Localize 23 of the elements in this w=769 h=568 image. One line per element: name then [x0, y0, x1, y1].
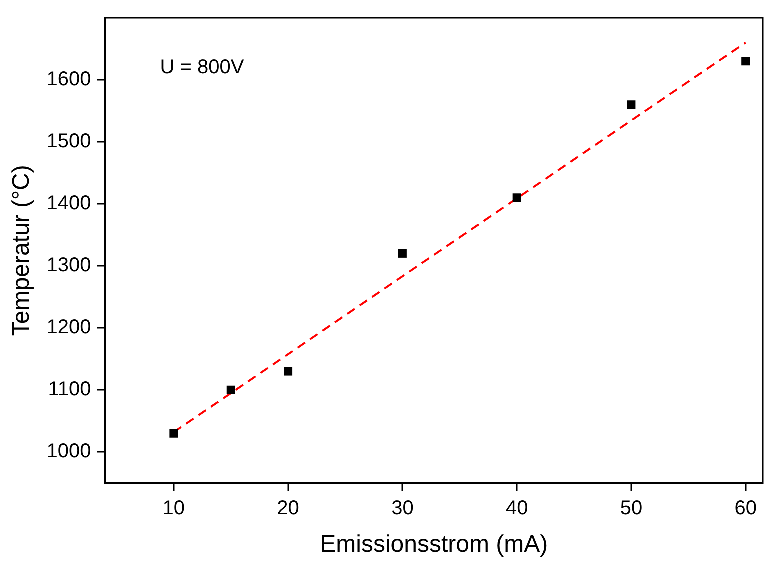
y-tick-label: 1200 — [46, 316, 92, 339]
y-tick-label: 1100 — [48, 378, 92, 401]
x-tick-label: 20 — [277, 498, 300, 520]
point — [627, 100, 636, 110]
y-tick-label: 1000 — [46, 440, 92, 463]
point — [284, 367, 293, 376]
x-tick-label: 10 — [162, 498, 186, 520]
point — [170, 429, 178, 438]
y-axis-title: Temperatur (°C) — [8, 165, 36, 336]
point — [226, 386, 236, 394]
annotation: U = 800V — [160, 56, 245, 79]
point — [512, 194, 522, 202]
y-tick-label: 1600 — [46, 68, 92, 91]
x-tick-label: 30 — [392, 498, 414, 520]
y-tick-label: 1300 — [46, 254, 92, 277]
x-axis-title: Emissionsstrom (mA) — [320, 531, 548, 558]
point — [742, 57, 750, 66]
x-tick-label: 50 — [620, 498, 643, 520]
y-tick-label: 1400 — [46, 192, 92, 215]
point — [398, 249, 407, 258]
x-tick-label: 40 — [506, 498, 528, 520]
x-tick-label: 60 — [734, 498, 757, 520]
y-tick-label: 1500 — [46, 130, 92, 153]
